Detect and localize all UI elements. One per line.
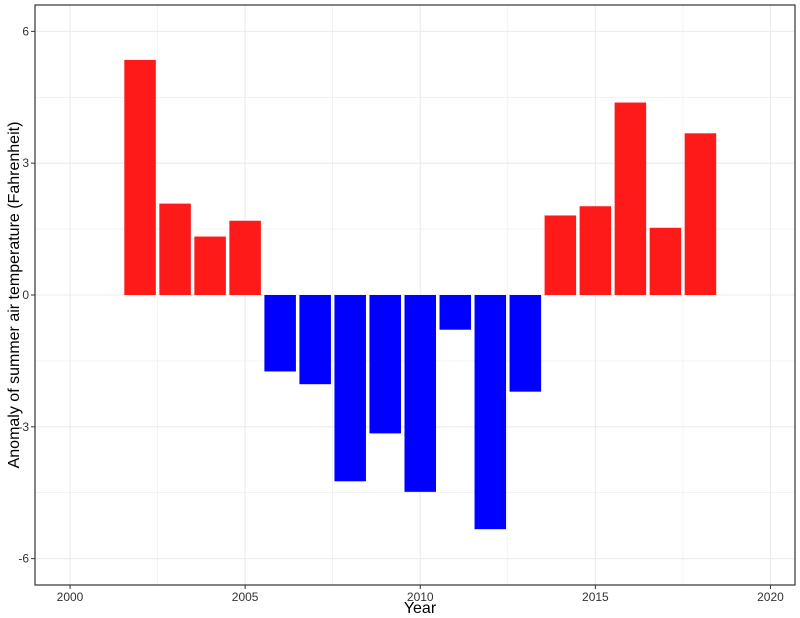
bars-group [124,59,717,530]
bar-2008 [334,295,366,482]
bar-2018 [684,133,717,295]
x-tick-label: 2010 [407,590,434,604]
x-tick-label: 2020 [757,590,784,604]
bar-2004 [194,236,226,295]
x-tick-label: 2005 [232,590,259,604]
bar-2005 [229,220,261,295]
bar-2014 [544,215,577,295]
x-tick-label: 2015 [582,590,609,604]
bar-2017 [649,227,682,295]
y-tick-label: 0 [22,288,29,302]
y-tick-label: -3 [18,420,29,434]
bar-2012 [474,295,507,530]
x-axis: 2000 2005 2010 2015 2020 [57,585,784,604]
bar-2007 [299,295,331,385]
bar-2009 [369,295,401,434]
bar-2011 [439,295,472,330]
x-tick-label: 2000 [57,590,84,604]
y-tick-label: -6 [18,552,29,566]
x-axis-title: Year [404,600,437,617]
bar-2002 [124,59,156,296]
bar-2006 [264,295,296,372]
y-axis-title: Anomaly of summer air temperature (Fahre… [6,122,23,469]
bar-2013 [509,295,542,392]
bar-2003 [159,203,191,295]
y-tick-label: 6 [22,24,29,38]
bar-2015 [579,206,612,295]
y-tick-label: 3 [22,156,29,170]
y-axis: -6 -3 0 3 6 [18,24,35,566]
bar-2010 [404,295,437,492]
bar-2016 [614,102,647,295]
